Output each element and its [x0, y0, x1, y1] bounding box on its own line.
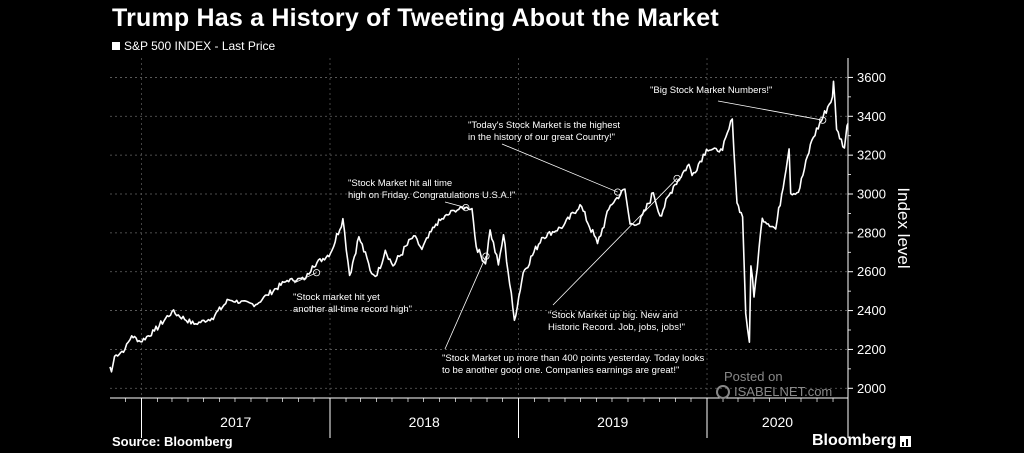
watermark-posted: Posted on: [724, 369, 783, 384]
y-tick-label: 2000: [857, 381, 886, 396]
y-tick-label: 3000: [857, 187, 886, 202]
annotation-leader: [501, 143, 618, 193]
y-tick-label: 3200: [857, 148, 886, 163]
brand-name: Bloomberg: [812, 432, 897, 449]
watermark-site: ISABELNET.com: [734, 384, 833, 399]
y-tick-label: 3400: [857, 109, 886, 124]
annotation-text: "Big Stock Market Numbers!": [650, 85, 772, 96]
annotation-leader: [444, 256, 487, 350]
y-tick-label: 2600: [857, 264, 886, 279]
legend: S&P 500 INDEX - Last Price: [112, 39, 275, 53]
x-tick-label: 2017: [220, 414, 251, 430]
y-axis-label: Index level: [894, 187, 913, 268]
y-tick-label: 2200: [857, 342, 886, 357]
y-tick-label: 2800: [857, 225, 886, 240]
annotation-leader: [717, 100, 823, 121]
grid: [110, 58, 848, 398]
annotation-text: in the history of our great Country!": [468, 132, 615, 143]
y-axis-label-group: Index level: [894, 187, 913, 268]
legend-swatch: [112, 42, 120, 50]
x-tick-label: 2018: [409, 414, 440, 430]
isabelnet-logo-icon: [716, 384, 730, 399]
bloomberg-chart-icon: [900, 435, 912, 447]
annotation-text: "Today's Stock Market is the highest: [468, 120, 620, 131]
source-note: Source: Bloomberg: [112, 434, 233, 449]
chart-title: Trump Has a History of Tweeting About th…: [112, 4, 719, 32]
annotation-text: "Stock Market up more than 400 points ye…: [442, 353, 705, 364]
watermark-site-row: ISABELNET.com: [716, 384, 832, 399]
y-tick-label: 2400: [857, 303, 886, 318]
annotation-text: Historic Record. Job, jobs, jobs!": [548, 322, 685, 333]
annotation-text: another all-time record high": [293, 304, 412, 315]
watermark: Posted on ISABELNET.com: [716, 369, 832, 399]
brand-logo: Bloomberg: [812, 432, 912, 450]
annotation-text: high on Friday. Congratulations U.S.A.!": [348, 190, 515, 201]
y-tick-label: 3600: [857, 70, 886, 85]
x-tick-label: 2020: [762, 414, 793, 430]
series-line-sp500: [109, 80, 849, 373]
annotation-text: "Stock Market hit all time: [348, 178, 452, 189]
annotation-text: "Stock market hit yet: [293, 292, 380, 303]
annotation-marker: [312, 269, 321, 277]
annotation-text: "Stock Market up big. New and: [548, 310, 678, 321]
legend-label: S&P 500 INDEX - Last Price: [124, 39, 276, 53]
annotation-leader: [552, 178, 678, 306]
annotation-text: to be another good one. Companies earnin…: [442, 365, 679, 376]
x-tick-label: 2019: [597, 414, 628, 430]
